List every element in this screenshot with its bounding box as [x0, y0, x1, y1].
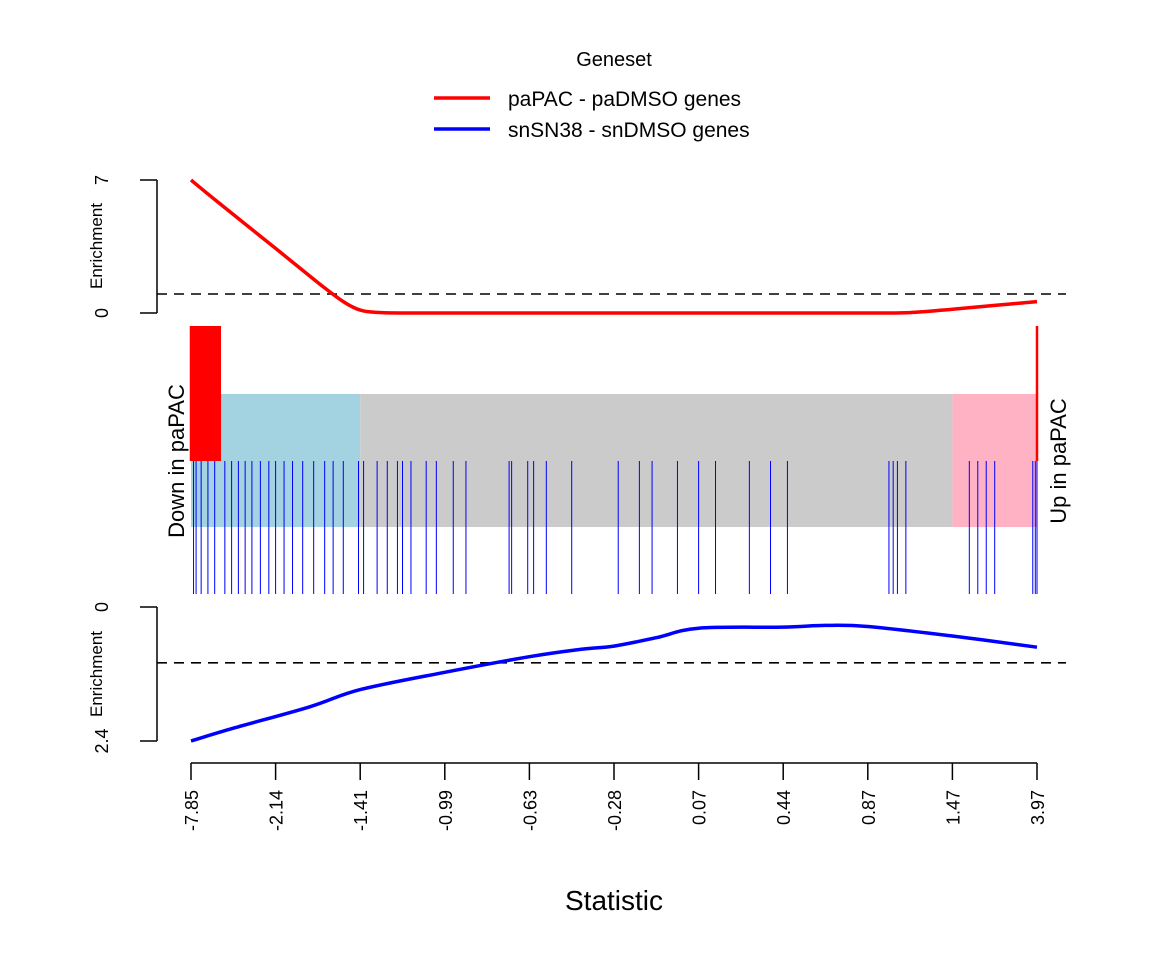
- bottom-y-tick-label-top: 0: [92, 602, 112, 612]
- barcode-red-ticks: [189, 326, 1039, 461]
- x-tick-label-5: -0.28: [605, 790, 625, 831]
- x-tick-label-3: -0.99: [436, 790, 456, 831]
- x-tick-label-6: 0.07: [690, 790, 710, 825]
- series-line-red: [189, 178, 1038, 315]
- legend-entry-blue: snSN38 - snDMSO genes: [508, 119, 750, 142]
- top-panel: 0 7 Enrichment: [87, 175, 1066, 318]
- up-label: Up in paPAC: [1046, 398, 1071, 524]
- legend-title: Geneset: [576, 49, 652, 71]
- legend-entry-red: paPAC - paDMSO genes: [508, 88, 741, 111]
- series-line-blue: [190, 623, 1038, 743]
- x-axis: -7.85 -2.14 -1.41 -0.99 -0.63 -0.28 0.07 0.44 0.…: [182, 762, 1048, 916]
- top-y-tick-label-min: 0: [92, 308, 112, 318]
- x-tick-label-10: 3.97: [1028, 790, 1048, 825]
- x-tick-label-7: 0.44: [774, 790, 794, 825]
- legend: Geneset paPAC - paDMSO genes snSN38 - sn…: [434, 49, 750, 142]
- barcode-region-1: [360, 394, 953, 527]
- x-tick-label-8: 0.87: [859, 790, 879, 825]
- x-tick-label-0: -7.85: [182, 790, 202, 831]
- x-tick-label-4: -0.63: [520, 790, 540, 831]
- x-tick-label-1: -2.14: [267, 790, 287, 831]
- bottom-panel: 0 2.4 Enrichment: [87, 602, 1066, 754]
- x-tick-label-2: -1.41: [351, 790, 371, 831]
- x-axis-label: Statistic: [565, 885, 663, 916]
- bottom-y-tick-label-bottom: 2.4: [92, 728, 112, 753]
- x-tick-label-9: 1.47: [943, 790, 963, 825]
- x-ticks: -7.85 -2.14 -1.41 -0.99 -0.63 -0.28 0.07 0.44 0.…: [182, 763, 1048, 831]
- barcode-regions: [191, 394, 1037, 527]
- top-y-tick-label-max: 7: [92, 175, 112, 185]
- barcode-blue-ticks: [193, 461, 1038, 594]
- bottom-y-label: Enrichment: [87, 631, 106, 717]
- top-y-label: Enrichment: [87, 203, 106, 289]
- down-label: Down in paPAC: [164, 384, 189, 538]
